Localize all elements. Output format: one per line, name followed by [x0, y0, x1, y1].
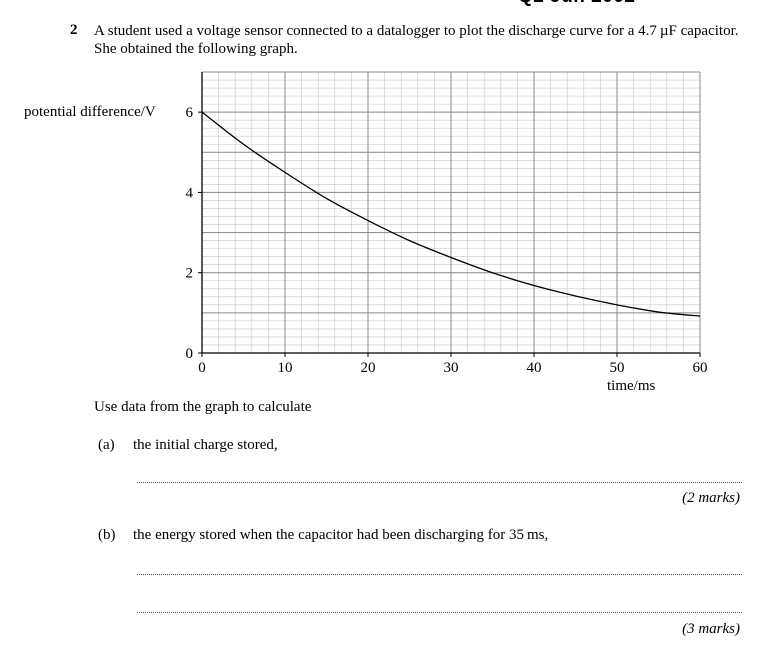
x-tick-label: 20	[361, 360, 376, 376]
x-tick-label: 0	[198, 360, 206, 376]
part-b-marks: (3 marks)	[682, 621, 740, 637]
x-tick-label: 50	[610, 360, 625, 376]
part-b-text: the energy stored when the capacitor had…	[133, 527, 549, 543]
discharge-curve	[201, 111, 701, 317]
question-text: A student used a voltage sensor connecte…	[94, 23, 739, 57]
x-tick-label: 60	[693, 360, 708, 376]
paper-header: Q2 Jun 2002	[518, 0, 635, 8]
part-b-label: (b)	[98, 527, 116, 543]
answer-line-b-1[interactable]	[137, 573, 742, 575]
axes	[198, 72, 701, 357]
part-a-marks: (2 marks)	[682, 490, 740, 506]
x-axis-label: time/ms	[607, 378, 655, 394]
y-tick-label: 0	[186, 346, 194, 362]
x-tick-label: 30	[444, 360, 459, 376]
x-tick-label: 40	[527, 360, 542, 376]
y-tick-labels: 0 2 4 6	[186, 105, 194, 362]
y-tick-label: 4	[186, 185, 194, 201]
part-a-text: the initial charge stored,	[133, 437, 278, 453]
answer-line-b-2[interactable]	[137, 611, 742, 613]
y-axis-label: potential difference/V	[24, 104, 156, 120]
x-tick-label: 10	[278, 360, 293, 376]
question-number: 2	[70, 22, 78, 38]
answer-line-a-1[interactable]	[137, 481, 742, 483]
grid-major	[201, 71, 701, 354]
instruction-text: Use data from the graph to calculate	[94, 399, 312, 415]
y-tick-label: 6	[186, 105, 194, 121]
x-tick-labels: 0 10 20 30 40 50 60	[198, 360, 707, 376]
y-tick-label: 2	[186, 266, 194, 282]
discharge-graph: 0 10 20 30 40 50 60 0 2 4 6 time/ms	[186, 71, 708, 394]
part-a-label: (a)	[98, 437, 115, 453]
